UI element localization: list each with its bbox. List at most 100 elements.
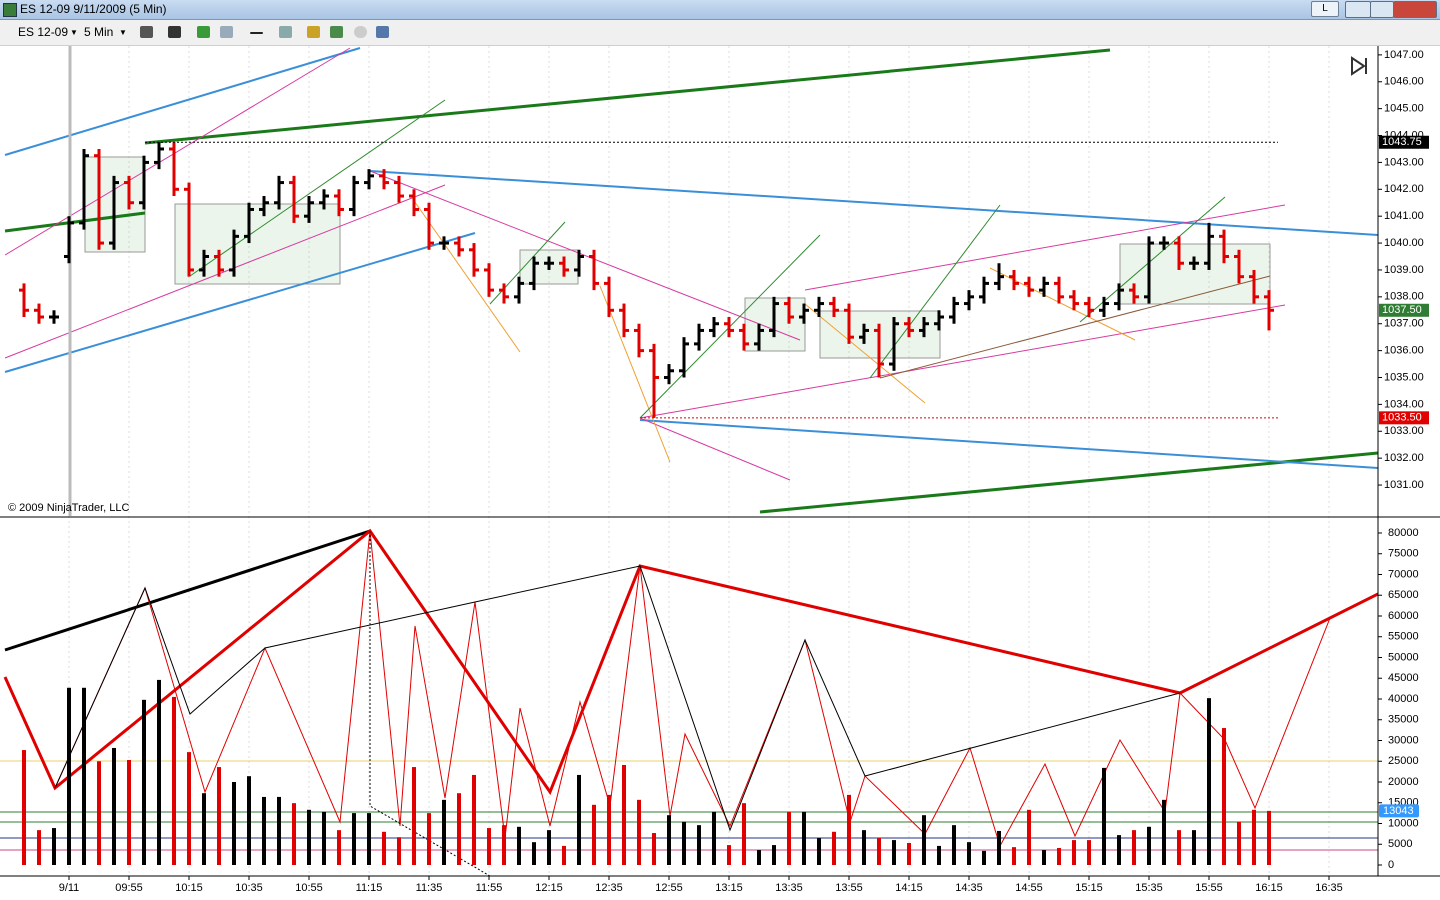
volume-bar (1072, 840, 1076, 865)
y-tick-label: 1042.00 (1384, 183, 1424, 195)
volume-bar (802, 811, 806, 865)
zoom-out-button[interactable] (220, 26, 233, 38)
y-tick-label: 25000 (1388, 755, 1419, 767)
volume-bar (1222, 728, 1226, 865)
volume-bar (757, 850, 761, 865)
y-tick-label: 45000 (1388, 672, 1419, 684)
volume-bar (652, 833, 656, 865)
indicator-button[interactable] (330, 26, 343, 38)
interval-select[interactable]: 5 Min (84, 25, 114, 39)
x-tick-label: 16:15 (1255, 882, 1283, 894)
volume-bar (772, 845, 776, 865)
bar-type-button[interactable] (140, 26, 153, 38)
y-tick-label: 1031.00 (1384, 479, 1424, 491)
volume-bar (1012, 847, 1016, 865)
volume-bar (127, 759, 131, 865)
volume-bar (517, 826, 521, 865)
volume-bar (97, 761, 101, 865)
properties-button[interactable] (279, 26, 292, 38)
x-tick-label: 10:55 (295, 882, 323, 894)
price-marker-label: 1043.75 (1382, 136, 1422, 148)
y-tick-label: 1038.00 (1384, 291, 1424, 303)
title-bar: ES 12-09 9/11/2009 (5 Min) L (0, 0, 1440, 20)
trend-line (4, 232, 476, 373)
volume-bar (1162, 799, 1166, 865)
background (0, 46, 1440, 900)
volume-bar (832, 831, 836, 865)
volume-bar (457, 793, 461, 865)
x-tick-label: 15:35 (1135, 882, 1163, 894)
strategy-button[interactable] (307, 26, 320, 38)
volume-marker (1379, 804, 1419, 818)
y-tick-label: 80000 (1388, 527, 1419, 539)
maximize-button[interactable] (1370, 1, 1394, 18)
volume-bar (847, 794, 851, 865)
volume-bar (817, 838, 821, 865)
y-tick-label: 60000 (1388, 610, 1419, 622)
x-tick-label: 09:55 (115, 882, 143, 894)
trend-line (804, 303, 926, 404)
zigzag (54, 565, 1181, 832)
x-tick-label: 14:35 (955, 882, 983, 894)
x-tick-label: 16:35 (1315, 882, 1343, 894)
volume-bar (1252, 809, 1256, 865)
trend-line (639, 417, 791, 481)
volume-bar (217, 767, 221, 865)
trend-line (4, 47, 351, 256)
x-tick-label: 12:15 (535, 882, 563, 894)
y-tick-label: 1045.00 (1384, 103, 1424, 115)
close-button[interactable] (1393, 1, 1437, 18)
volume-bar (787, 811, 791, 865)
y-tick-label: 1035.00 (1384, 371, 1424, 383)
instrument-select[interactable]: ES 12-09 (18, 25, 69, 39)
trend-line (639, 304, 1286, 419)
x-tick-label: 15:15 (1075, 882, 1103, 894)
volume-bar (877, 838, 881, 865)
trend-line (869, 204, 1001, 379)
zoom-in-button[interactable] (197, 26, 210, 38)
volume-bar (82, 687, 86, 865)
app-icon (3, 3, 17, 17)
crosshair-button[interactable] (250, 32, 263, 34)
price-marker (1379, 303, 1429, 317)
volume-bar (22, 750, 26, 865)
price-marker (1379, 135, 1429, 149)
window-title: ES 12-09 9/11/2009 (5 Min) (20, 2, 167, 16)
toolbar: ES 12-09 ▼ 5 Min ▼ (0, 20, 1440, 46)
y-tick-label: 1039.00 (1384, 264, 1424, 276)
y-tick-label: 1036.00 (1384, 345, 1424, 357)
y-tick-label: 30000 (1388, 734, 1419, 746)
trend-line (879, 275, 1271, 379)
y-tick-label: 0 (1388, 859, 1394, 871)
link-button[interactable]: L (1311, 1, 1339, 17)
volume-bar (187, 752, 191, 865)
price-marker-label: 1037.50 (1382, 304, 1422, 316)
draw-tool-button[interactable] (168, 26, 181, 38)
range-box (1119, 243, 1271, 305)
y-tick-label: 1037.00 (1384, 318, 1424, 330)
volume-bar (577, 774, 581, 865)
volume-bar (1147, 826, 1151, 865)
volume-bar (892, 840, 896, 865)
volume-bar (502, 825, 506, 865)
volume-bar (52, 828, 56, 865)
volume-bar (1177, 830, 1181, 865)
x-tick-label: 13:15 (715, 882, 743, 894)
volume-bar (1207, 698, 1211, 865)
volume-bar (907, 843, 911, 865)
volume-bar (607, 794, 611, 865)
volume-bar (322, 811, 326, 865)
data-box-button[interactable] (354, 26, 367, 38)
volume-bar (112, 747, 116, 865)
y-tick-label: 70000 (1388, 568, 1419, 580)
window-button[interactable] (376, 26, 389, 38)
play-icon[interactable] (1350, 56, 1370, 76)
minimize-button[interactable] (1345, 1, 1371, 18)
volume-bar (292, 803, 296, 865)
volume-marker-label: 13043 (1383, 805, 1414, 817)
price-marker (1379, 411, 1429, 425)
y-tick-label: 10000 (1388, 817, 1419, 829)
volume-bar (547, 830, 551, 865)
x-tick-label: 13:55 (835, 882, 863, 894)
volume-bar (937, 845, 941, 865)
